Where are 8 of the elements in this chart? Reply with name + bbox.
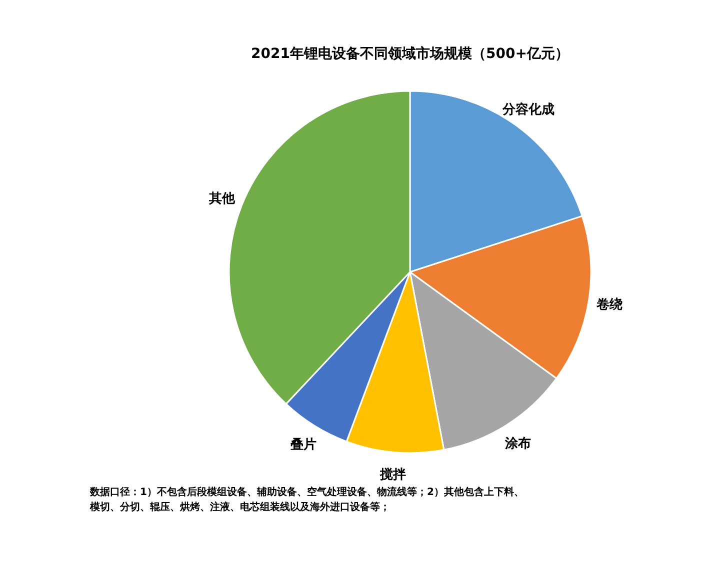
slice-label: 涂布 [504,436,532,452]
slice-label: 叠片 [289,438,316,453]
slice-label: 卷绕 [596,298,623,313]
text: 数据口径：1）不包含后段模组设备、辅助设备、空气处理设备、物流线等；2）其他包含上下料、模切、分切、辊压、烘烤、注液、电芯组装线以及海外进口设备等； [90,485,525,515]
slice-label: 其他 [208,192,236,207]
slice-label: 分容化成 [502,102,555,118]
chart-title: 2021年锂电设备不同领域市场规模（500+亿元） [251,45,569,62]
slice-label: 搅拌 [378,466,406,482]
